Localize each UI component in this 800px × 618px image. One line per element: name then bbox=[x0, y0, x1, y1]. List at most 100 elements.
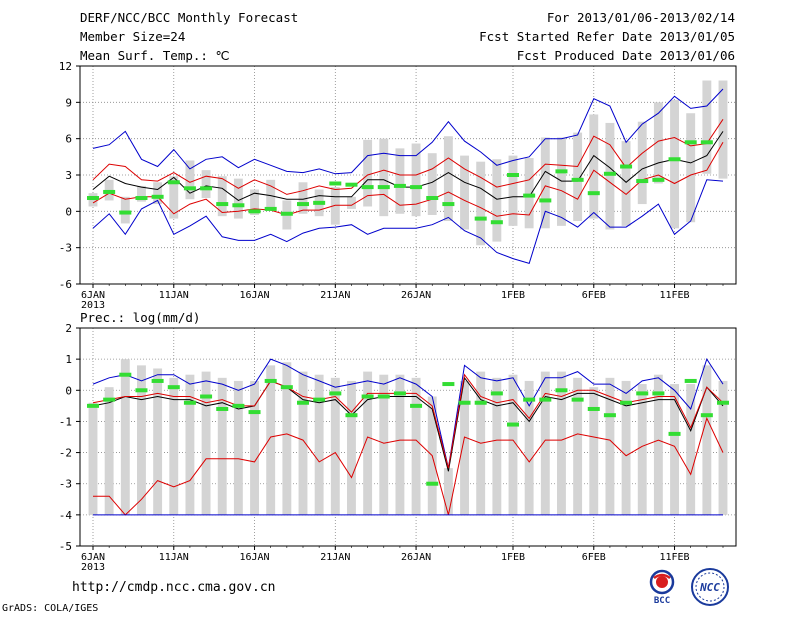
temp-median-mark bbox=[264, 206, 277, 211]
prec-median-mark bbox=[555, 388, 568, 393]
prec-spread-bar bbox=[363, 371, 373, 515]
temp-spread-bar bbox=[605, 122, 615, 230]
prec-spread-bar bbox=[653, 374, 663, 515]
prec-median-mark bbox=[668, 431, 681, 436]
forecast-produced-date: Fcst Produced Date 2013/01/06 bbox=[516, 48, 735, 63]
temp-median-mark bbox=[474, 216, 487, 221]
temp-ytick-label: -6 bbox=[59, 278, 72, 291]
prec-median-mark bbox=[216, 406, 229, 411]
temp-median-mark bbox=[183, 186, 196, 191]
prec-spread-bar bbox=[314, 374, 324, 515]
prec-median-mark bbox=[442, 382, 455, 387]
prec-ytick-label: -1 bbox=[59, 415, 72, 428]
prec-median-mark bbox=[539, 397, 552, 402]
prec-median-mark bbox=[507, 422, 519, 427]
prec-median-mark bbox=[183, 400, 196, 405]
temp-spread-bar bbox=[217, 176, 227, 217]
prec-spread-bar bbox=[524, 380, 534, 515]
prec-spread-bar bbox=[621, 380, 631, 515]
prec-median-mark bbox=[87, 403, 99, 408]
prec-xtick-label: 6JAN bbox=[81, 552, 105, 563]
temp-spread-bar bbox=[395, 148, 405, 214]
prec-spread-bar bbox=[379, 374, 389, 515]
prec-median-mark bbox=[361, 394, 374, 399]
prec-spread-bar bbox=[540, 371, 550, 515]
temp-ytick-label: 6 bbox=[65, 133, 72, 146]
temp-spread-bar bbox=[427, 153, 437, 215]
prec-spread-bar bbox=[104, 387, 114, 515]
prec-ytick-label: -5 bbox=[59, 540, 72, 553]
prec-median-mark bbox=[490, 391, 503, 396]
prec-median-mark bbox=[426, 481, 439, 486]
grads-credit: GrADS: COLA/IGES bbox=[2, 603, 99, 614]
prec-median-mark bbox=[393, 391, 406, 396]
temp-ytick-label: -3 bbox=[59, 242, 72, 255]
temp-median-mark bbox=[507, 173, 519, 177]
prec-median-mark bbox=[248, 410, 261, 415]
temp-ytick-label: 9 bbox=[65, 96, 72, 109]
prec-series-max bbox=[92, 357, 724, 469]
temp-spread-bar bbox=[250, 189, 259, 215]
prec-median-mark bbox=[232, 403, 245, 408]
temp-median-mark bbox=[603, 171, 616, 176]
prec-spread-bar bbox=[718, 380, 728, 515]
prec-median-mark bbox=[280, 385, 293, 390]
prec-ytick-label: 1 bbox=[65, 353, 72, 366]
prec-ytick-label: 0 bbox=[65, 384, 72, 397]
temp-ytick-label: 12 bbox=[59, 60, 72, 73]
prec-spread-bar bbox=[88, 402, 98, 515]
temp-ytick-label: 3 bbox=[65, 169, 72, 182]
prec-series-mean bbox=[92, 376, 724, 472]
forecast-period: For 2013/01/06-2013/02/14 bbox=[546, 10, 735, 25]
prec-spread-bar bbox=[169, 377, 179, 515]
temp-series-mean bbox=[92, 131, 724, 201]
temp-median-mark bbox=[248, 209, 261, 214]
temp-median-mark bbox=[442, 202, 455, 207]
prec-spread-bar bbox=[670, 384, 679, 515]
temp-median-mark bbox=[361, 185, 374, 190]
temp-spread-bar bbox=[330, 187, 340, 225]
temp-spread-bar bbox=[185, 160, 195, 200]
temp-spread-bar bbox=[266, 179, 276, 209]
temp-spread-bar bbox=[443, 136, 453, 222]
prec-median-mark bbox=[410, 403, 423, 408]
prec-median-mark bbox=[313, 397, 326, 402]
prec-median-mark bbox=[620, 400, 633, 405]
temp-median-mark bbox=[119, 210, 132, 215]
prec-spread-bar bbox=[605, 377, 615, 515]
temp-xtick-label: 6JAN bbox=[81, 290, 105, 301]
temp-spread-bar bbox=[573, 132, 583, 222]
prec-plot-frame bbox=[79, 327, 737, 547]
temp-median-mark bbox=[313, 200, 326, 205]
prec-spread-bar bbox=[395, 374, 405, 515]
temp-spread-bar bbox=[153, 182, 163, 205]
temp-spread-bar bbox=[557, 137, 566, 226]
prec-spread-bar bbox=[637, 384, 647, 515]
header-left: DERF/NCC/BCC Monthly Forecast Member Size… bbox=[80, 8, 298, 65]
temp-series-p_lower bbox=[92, 142, 724, 217]
prec-median-mark bbox=[523, 397, 536, 402]
temp-spread-bar bbox=[347, 196, 356, 209]
bcc-logo: BCC bbox=[649, 569, 675, 606]
temp-spread-bar bbox=[460, 155, 469, 230]
temp-spread-bar bbox=[169, 176, 179, 219]
temp-series-p_upper bbox=[92, 119, 724, 195]
temp-median-mark bbox=[426, 196, 439, 201]
temp-spread-bar bbox=[120, 196, 130, 224]
temp-median-mark bbox=[167, 180, 180, 185]
temp-xtick-label: 11FEB bbox=[659, 290, 689, 301]
bcc-logo-core-icon bbox=[656, 576, 668, 588]
prec-median-mark bbox=[119, 372, 132, 377]
temp-spread-bar bbox=[621, 141, 631, 226]
precip-chart-title: Prec.: log(mm/d) bbox=[80, 310, 201, 325]
temp-median-mark bbox=[151, 194, 164, 199]
temp-median-mark bbox=[87, 196, 99, 201]
source-url[interactable]: http://cmdp.ncc.cma.gov.cn bbox=[72, 580, 276, 595]
prec-median-mark bbox=[297, 400, 309, 405]
prec-median-mark bbox=[377, 394, 390, 399]
forecast-start-date: Fcst Started Refer Date 2013/01/05 bbox=[479, 29, 735, 44]
temp-median-mark bbox=[135, 196, 148, 201]
temp-spread-bar bbox=[524, 158, 534, 229]
ncc-logo-text: NCC bbox=[699, 581, 720, 594]
